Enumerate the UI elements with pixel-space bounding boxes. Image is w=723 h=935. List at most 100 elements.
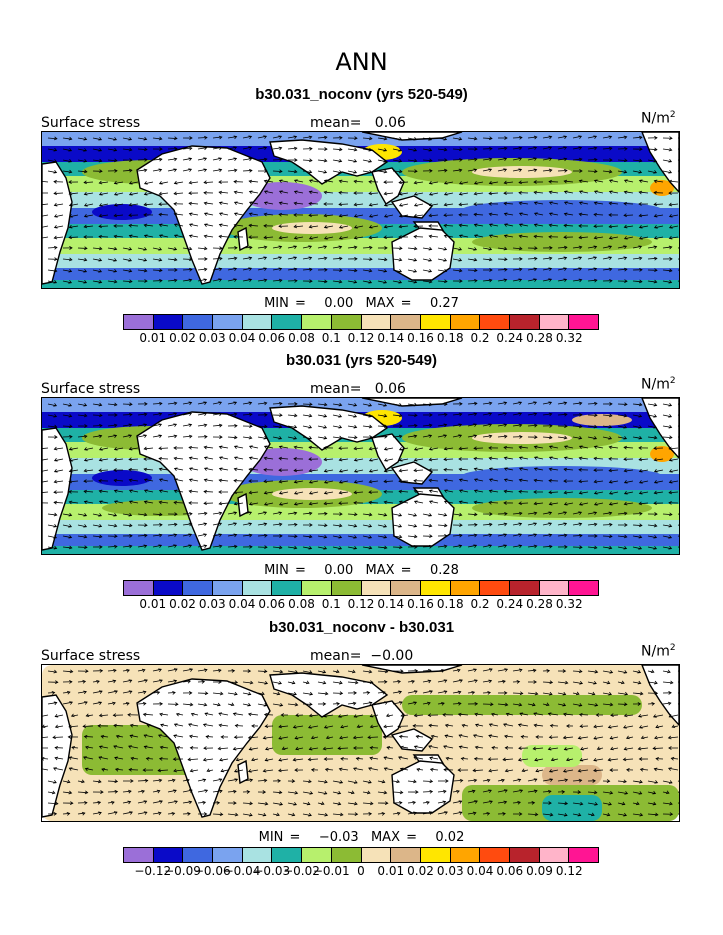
wind-arrow-head [128,767,133,772]
wind-arrow [62,414,72,417]
wind-arrow-head [413,434,418,439]
wind-arrow-head [638,213,643,218]
wind-arrow-head [383,446,388,451]
wind-arrow-head [548,456,553,460]
wind-arrow-head [429,690,433,694]
panel-2-max-label: MAX = [365,563,412,578]
wind-arrow-head [278,491,283,495]
wind-arrow [669,491,679,494]
panel-3-max-value: 0.02 [435,830,465,845]
wind-arrow-head [234,680,239,685]
wind-arrow-head [218,223,223,228]
wind-arrow [504,223,514,227]
wind-arrow-head [653,402,658,407]
panel-3-mean-value: −0.00 [370,648,414,664]
wind-arrow-head [203,668,208,673]
wind-arrow [143,713,154,716]
wind-arrow-head [83,169,88,174]
wind-arrow [407,148,417,152]
wind-arrow-head [623,267,628,272]
wind-arrow-head [352,735,357,740]
wind-arrow-head [293,491,298,495]
colorbar-swatch [302,315,332,329]
wind-arrow-head [278,790,283,795]
wind-arrow [242,246,252,249]
wind-arrow [384,447,394,450]
wind-arrow-head [563,533,568,538]
wind-arrow-head [444,402,448,407]
wind-arrow-head [638,435,643,440]
wind-arrow-head [668,170,673,174]
wind-arrow [407,247,417,250]
wind-arrow-head [293,235,298,240]
wind-arrow-head [652,714,657,718]
wind-arrow-head [458,478,463,483]
wind-arrow [557,267,567,271]
wind-arrow [302,245,312,249]
wind-arrow-head [203,544,208,549]
wind-arrow-head [443,679,448,683]
wind-arrow-head [353,780,358,784]
wind-arrow-head [143,512,148,517]
wind-arrow [129,181,139,185]
colorbar-swatch [124,848,154,862]
wind-arrow [122,148,132,151]
wind-arrow [324,180,334,183]
wind-arrow [452,137,462,140]
wind-arrow-head [368,179,372,184]
wind-arrow-head [82,679,87,684]
wind-arrow [534,479,544,482]
wind-arrow [182,789,193,793]
wind-arrow-head [460,756,465,761]
wind-arrow-head [578,135,583,139]
wind-arrow [257,436,267,439]
panel-1-min-value: 0.00 [324,296,354,311]
wind-arrow-head [459,523,463,528]
wind-arrow-head [593,757,597,762]
wind-arrow-head [143,745,148,750]
wind-arrow-head [548,179,552,184]
wind-arrow [482,668,493,672]
wind-arrow [227,522,237,526]
wind-arrow-head [188,412,193,416]
wind-arrow [77,258,87,261]
wind-arrow [182,424,192,427]
wind-arrow [437,137,447,141]
wind-arrow-head [383,257,388,262]
wind-arrow-head [143,234,148,238]
wind-arrow [212,157,222,161]
wind-arrow [489,478,499,482]
wind-arrow [62,170,72,173]
wind-arrow-head [68,169,73,174]
wind-arrow [234,212,244,216]
wind-arrow-head [396,811,401,816]
wind-arrow-head [99,169,103,174]
wind-arrow [392,701,403,705]
wind-arrow-head [113,402,118,407]
wind-arrow [422,269,432,273]
panel-2-mean-label: mean= [310,381,362,397]
wind-arrow-head [443,147,448,152]
wind-arrow-head [533,490,537,494]
wind-arrow [137,545,147,548]
wind-arrow-head [368,224,373,229]
wind-arrow-head [398,257,403,262]
wind-arrow-head [188,691,193,695]
wind-arrow-head [249,801,254,806]
wind-arrow-head [548,501,553,506]
wind-arrow [407,680,415,683]
wind-arrow [564,457,574,460]
wind-arrow-head [502,757,507,762]
wind-arrow-head [323,757,328,761]
wind-arrow-head [415,790,419,794]
wind-arrow-head [263,669,268,674]
wind-arrow-head [655,724,660,729]
wind-arrow [617,159,627,162]
wind-arrow [377,269,387,272]
wind-arrow-head [96,679,100,684]
wind-arrow-head [98,213,103,218]
wind-arrow-head [369,713,374,718]
wind-arrow [302,780,312,783]
colorbar-tick-label: 0.04 [228,331,256,345]
wind-arrow [197,545,207,548]
